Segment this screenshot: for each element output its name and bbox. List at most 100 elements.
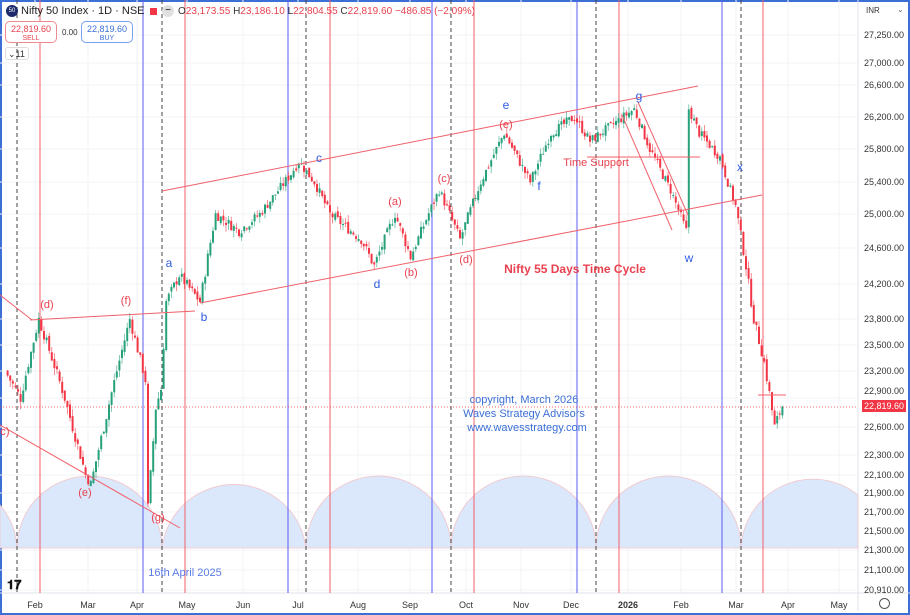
candle-down [355, 236, 357, 239]
trend-line [161, 85, 699, 192]
candle-down [747, 268, 750, 279]
chevron-down-icon: ⌄ [8, 49, 16, 59]
candle-up [264, 204, 266, 214]
symbol-title[interactable]: Nifty 50 Index · 1D · NSE [21, 5, 145, 17]
candle-down [456, 225, 459, 229]
candle-up [607, 123, 610, 126]
candle-down [40, 319, 43, 331]
trend-line [621, 114, 673, 231]
candle-down [310, 176, 313, 182]
candle-down [646, 137, 649, 146]
sell-button[interactable]: 22,819.60 SELL [5, 21, 57, 43]
candle-down [635, 109, 638, 118]
candle-up [292, 170, 295, 178]
candle-up [474, 198, 477, 200]
candle-up [633, 108, 636, 111]
trend-line [29, 310, 196, 321]
time-tick: Oct [458, 600, 474, 610]
candle-down [737, 206, 740, 219]
candle-down [370, 253, 373, 264]
settings-icon[interactable] [879, 598, 890, 609]
candle-up [547, 143, 550, 146]
candle-down [141, 353, 144, 373]
candle-up [602, 133, 604, 135]
indicators-toggle[interactable]: ⌄11 [5, 47, 29, 60]
candle-up [586, 133, 589, 137]
collapse-icon[interactable]: − [162, 5, 174, 17]
candle-up [664, 176, 667, 181]
candle-down [448, 205, 451, 211]
candle-down [573, 119, 576, 121]
price-tick: 26,600.00 [863, 80, 904, 90]
price-tick: 21,900.00 [863, 488, 904, 498]
candle-down [316, 184, 318, 192]
candle-up [284, 176, 287, 187]
candle-up [781, 406, 784, 416]
candle-down [191, 286, 194, 289]
candle-down [726, 178, 729, 187]
candle-down [6, 370, 9, 376]
candle-up [126, 327, 129, 341]
candle-down [323, 194, 326, 204]
candle-up [157, 398, 160, 410]
candle-up [615, 120, 617, 126]
price-tick: 22,900.00 [863, 386, 904, 396]
candle-up [105, 419, 108, 433]
time-tick: May [178, 600, 196, 610]
candle-down [136, 337, 139, 353]
candle-down [373, 262, 376, 265]
price-tick: 21,300.00 [863, 545, 904, 555]
candle-up [22, 390, 25, 403]
time-tick: Nov [512, 600, 530, 610]
candle-up [440, 192, 443, 195]
candle-up [430, 204, 433, 213]
candle-up [617, 118, 620, 123]
price-tick: 23,800.00 [863, 314, 904, 324]
wave-label-blue: g [635, 89, 643, 103]
flag-icon[interactable] [150, 8, 157, 15]
currency-chevron-icon[interactable]: ⌄ [897, 5, 904, 14]
candle-down [698, 125, 701, 137]
candle-down [742, 231, 745, 256]
price-tick: 25,400.00 [863, 177, 904, 187]
candle-down [303, 165, 305, 172]
candle-down [732, 185, 734, 201]
candle-up [342, 223, 344, 226]
buy-button[interactable]: 22,819.60 BUY [81, 21, 133, 43]
time-tick: Feb [27, 600, 43, 610]
candle-down [331, 213, 334, 218]
candle-up [394, 217, 396, 223]
cycle-title: Nifty 55 Days Time Cycle [504, 262, 646, 276]
candle-up [729, 185, 732, 187]
candle-down [313, 181, 316, 185]
candle-up [357, 239, 360, 241]
candle-down [750, 278, 753, 307]
buy-price: 22,819.60 [86, 24, 128, 34]
candle-up [110, 392, 113, 405]
candle-up [464, 222, 467, 230]
candle-up [30, 351, 32, 368]
currency-selector[interactable]: INR [866, 6, 880, 15]
candle-down [651, 150, 654, 153]
candle-down [360, 240, 363, 244]
candle-down [134, 335, 136, 338]
candle-up [495, 146, 498, 154]
candle-down [407, 246, 409, 249]
candle-up [219, 216, 222, 224]
wave-label-red: (d) [40, 299, 54, 311]
spread-value: 0.00 [62, 28, 78, 37]
candle-up [383, 234, 386, 250]
candle-down [144, 370, 147, 383]
candle-down [529, 174, 532, 183]
candle-down [175, 281, 178, 285]
candle-down [654, 153, 656, 158]
candle-up [186, 280, 188, 284]
wave-label-red: c) [0, 426, 10, 438]
candle-down [516, 150, 519, 154]
candle-up [277, 191, 279, 194]
candle-up [591, 135, 594, 141]
candle-down [256, 215, 259, 217]
candle-down [321, 190, 324, 197]
